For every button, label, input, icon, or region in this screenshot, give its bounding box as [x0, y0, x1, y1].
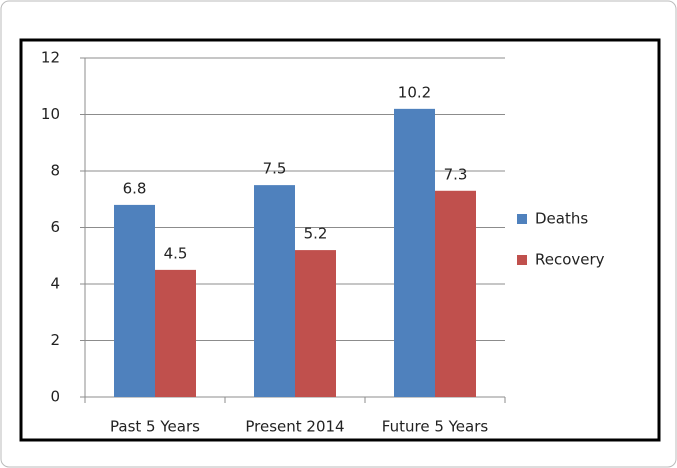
legend-label: Recovery	[535, 251, 605, 269]
y-tick-label: 6	[50, 218, 60, 236]
y-tick-label: 4	[50, 275, 60, 293]
bar	[435, 190, 476, 397]
x-tick-label: Present 2014	[245, 418, 344, 436]
data-label: 7.3	[444, 165, 468, 183]
y-tick-label: 2	[50, 331, 60, 349]
data-label: 6.8	[123, 179, 147, 197]
bar	[254, 185, 295, 397]
bar	[295, 250, 336, 397]
y-tick-label: 10	[41, 105, 60, 123]
x-tick-label: Past 5 Years	[110, 418, 200, 436]
legend-swatch	[517, 255, 527, 265]
y-tick-label: 12	[41, 49, 60, 67]
data-label: 5.2	[304, 225, 328, 243]
data-label: 7.5	[263, 160, 287, 178]
data-label: 4.5	[164, 244, 188, 262]
bar	[114, 204, 155, 397]
legend-swatch	[517, 214, 527, 224]
data-label: 10.2	[398, 83, 431, 101]
x-tick-label: Future 5 Years	[382, 418, 489, 436]
y-tick-label: 0	[50, 388, 60, 406]
bar	[394, 108, 435, 397]
legend-label: Deaths	[535, 210, 588, 228]
bar	[155, 269, 196, 397]
y-tick-label: 8	[50, 162, 60, 180]
